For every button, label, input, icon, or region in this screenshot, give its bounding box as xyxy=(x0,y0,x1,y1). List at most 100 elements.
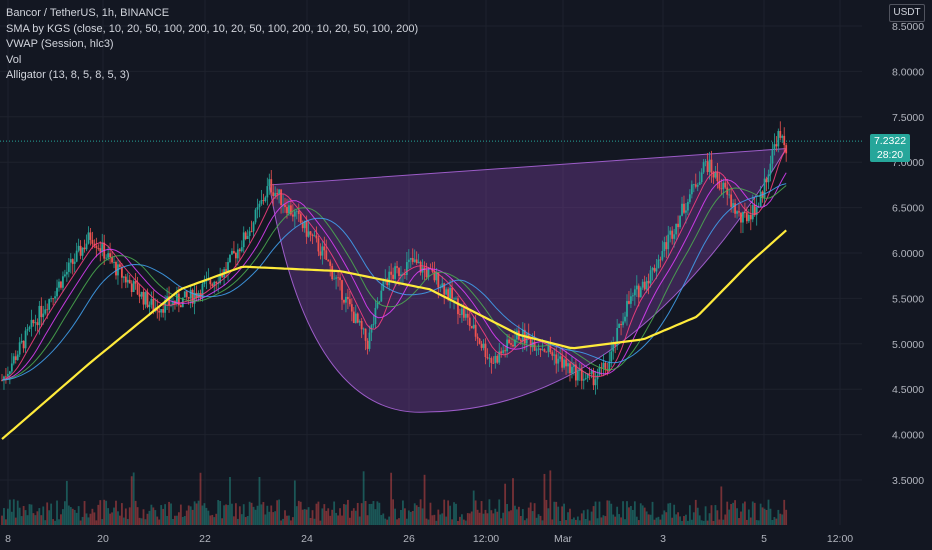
currency-label[interactable]: USDT xyxy=(889,4,925,22)
legend-sma[interactable]: SMA by KGS (close, 10, 20, 50, 100, 200,… xyxy=(6,22,419,35)
candle-body xyxy=(571,366,573,374)
candle-body xyxy=(690,184,693,195)
volume-bar xyxy=(692,512,695,525)
volume-bar xyxy=(400,510,402,525)
volume-bar xyxy=(343,504,345,525)
candle-body xyxy=(231,251,233,255)
candle-body xyxy=(535,349,538,351)
candle-body xyxy=(628,301,630,304)
volume-bar xyxy=(500,518,503,525)
candle-body xyxy=(718,181,721,189)
candle-body xyxy=(413,259,416,262)
volume-bar xyxy=(661,514,664,525)
candle-body xyxy=(669,230,672,235)
volume-bar xyxy=(571,519,573,525)
volume-bar xyxy=(537,514,540,525)
candle-body xyxy=(470,326,473,329)
candle-body xyxy=(77,245,80,251)
volume-bar xyxy=(79,520,82,525)
candle-body xyxy=(177,293,180,306)
volume-bar xyxy=(172,518,174,525)
candle-body xyxy=(148,304,151,308)
ma-line-2 xyxy=(1,185,787,381)
volume-bar xyxy=(502,512,505,525)
candle-body xyxy=(643,281,646,290)
volume-bar xyxy=(20,516,23,525)
time-tick-label: Mar xyxy=(554,533,573,545)
candle-body xyxy=(753,204,756,216)
candle-body xyxy=(341,280,343,300)
candle-body xyxy=(677,223,679,228)
volume-bar xyxy=(744,501,746,525)
candle-body xyxy=(720,188,723,190)
legend-symbol[interactable]: Bancor / TetherUS, 1h, BINANCE xyxy=(6,7,170,19)
candle-body xyxy=(350,304,353,312)
volume-bar xyxy=(48,510,51,525)
candle-body xyxy=(665,242,668,250)
volume-bar xyxy=(722,519,725,525)
volume-bar xyxy=(620,517,622,525)
volume-bar xyxy=(140,518,143,525)
volume-bar xyxy=(38,508,41,525)
candle-body xyxy=(631,295,634,297)
candle-body xyxy=(323,246,326,251)
candle-body xyxy=(730,194,733,207)
candle-body xyxy=(565,359,567,367)
legend-alligator[interactable]: Alligator (13, 8, 5, 8, 5, 3) xyxy=(6,69,130,81)
volume-bar xyxy=(521,509,524,525)
candle-body xyxy=(626,301,628,317)
time-tick-label: 20 xyxy=(97,533,109,545)
volume-bar xyxy=(331,509,334,525)
volume-bar xyxy=(286,515,288,525)
volume-bar xyxy=(105,500,108,525)
volume-bar xyxy=(390,472,393,525)
candle-body xyxy=(616,327,619,346)
candle-body xyxy=(657,259,660,269)
candle-body xyxy=(262,200,265,202)
volume-bar xyxy=(742,503,744,525)
legend-vol[interactable]: Vol xyxy=(6,53,22,66)
legend-vwap[interactable]: VWAP (Session, hlc3) xyxy=(6,38,114,50)
candle-body xyxy=(219,274,222,284)
volume-bar xyxy=(439,514,442,525)
candle-body xyxy=(427,268,430,278)
candle-body xyxy=(673,234,676,239)
volume-bar xyxy=(250,502,253,525)
volume-bar xyxy=(44,520,47,525)
volume-bar xyxy=(761,507,764,525)
volume-bar xyxy=(769,508,772,525)
candle-body xyxy=(685,210,687,213)
volume-bar xyxy=(87,517,90,525)
candle-body xyxy=(702,162,705,173)
volume-bar xyxy=(451,519,453,525)
time-axis[interactable]: 8 20 22 24 26 12:00 Mar 3 5 12:00 xyxy=(5,533,853,545)
candle-body xyxy=(407,259,410,263)
price-axis[interactable]: 8.50008.00007.50007.00006.50006.00005.50… xyxy=(892,21,924,487)
candle-body xyxy=(195,292,198,299)
volume-bar xyxy=(569,508,571,525)
volume-bar xyxy=(576,516,579,525)
candle-body xyxy=(79,245,82,256)
volume-bar xyxy=(248,501,251,525)
cup-pattern[interactable] xyxy=(268,148,788,413)
volume-bar xyxy=(327,508,330,525)
candle-body xyxy=(620,324,622,326)
candle-body xyxy=(187,297,190,299)
volume-bar xyxy=(437,509,440,525)
candle-body xyxy=(307,231,310,237)
volume-bar xyxy=(588,520,591,525)
volume-bar xyxy=(553,501,556,525)
candle-body xyxy=(36,322,39,326)
volume-bar xyxy=(124,508,127,525)
candle-body xyxy=(736,211,738,214)
volume-bar xyxy=(256,505,259,525)
candle-body xyxy=(124,276,127,283)
volume-bar xyxy=(653,519,656,525)
volume-bar xyxy=(679,516,681,525)
candle-body xyxy=(34,322,37,324)
volume-bar xyxy=(8,499,11,525)
candle-body xyxy=(319,251,322,256)
volume-bar xyxy=(71,508,74,525)
candle-body xyxy=(299,214,302,223)
